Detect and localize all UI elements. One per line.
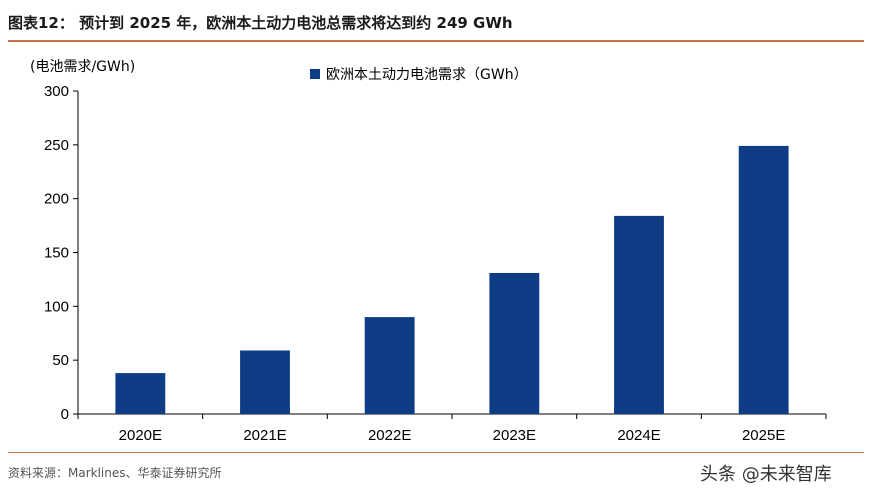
y-tick-label: 0 bbox=[61, 406, 69, 423]
bar bbox=[364, 317, 415, 414]
x-tick-label: 2024E bbox=[617, 427, 660, 444]
title-rule bbox=[8, 40, 864, 42]
source-rule bbox=[8, 452, 864, 453]
y-tick-label: 150 bbox=[44, 245, 69, 262]
legend-label: 欧洲本土动力电池需求（GWh） bbox=[326, 67, 528, 83]
bar bbox=[489, 272, 540, 414]
source-note: 资料来源：Marklines、华泰证券研究所 bbox=[8, 466, 222, 480]
x-tick-label: 2022E bbox=[368, 427, 411, 444]
x-tick-label: 2020E bbox=[119, 427, 162, 444]
x-tick-label: 2021E bbox=[243, 427, 286, 444]
bars bbox=[115, 145, 789, 414]
bar bbox=[738, 145, 789, 414]
y-tick-label: 300 bbox=[44, 83, 69, 100]
watermark: 头条 @未来智库 bbox=[700, 464, 832, 485]
x-tick-label: 2025E bbox=[742, 427, 785, 444]
x-axis: 2020E 2021E 2022E 2023E 2024E 2025E bbox=[77, 413, 827, 444]
bar bbox=[240, 350, 290, 414]
y-axis-unit-label: (电池需求/GWh) bbox=[30, 59, 135, 75]
bar bbox=[614, 215, 664, 414]
x-tick-label: 2023E bbox=[493, 427, 536, 444]
y-tick-label: 250 bbox=[44, 137, 69, 154]
figure-title: 图表12： 预计到 2025 年，欧洲本土动力电池总需求将达到约 249 GWh bbox=[8, 14, 513, 32]
legend: 欧洲本土动力电池需求（GWh） bbox=[310, 67, 528, 83]
y-axis: 0 50 100 150 200 250 300 bbox=[44, 83, 79, 423]
y-tick-label: 100 bbox=[44, 298, 69, 315]
y-tick-label: 50 bbox=[52, 352, 69, 369]
bar bbox=[115, 373, 166, 414]
legend-swatch bbox=[310, 69, 320, 79]
y-tick-label: 200 bbox=[44, 191, 69, 208]
